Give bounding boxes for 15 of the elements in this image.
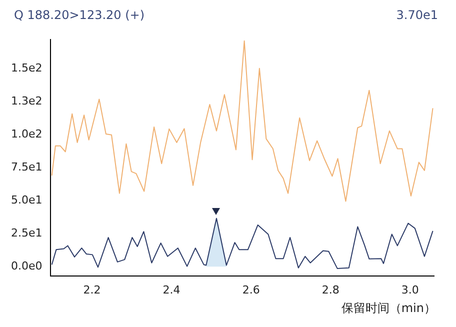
x-tick-label: 2.6 <box>242 283 260 296</box>
y-tick-label: 5.0e1 <box>10 193 42 206</box>
y-tick-label: 2.5e1 <box>10 226 42 240</box>
text: 3.70e1 <box>396 8 438 24</box>
y-tick-label: 1.5e2 <box>10 61 42 74</box>
x-axis-title: 保留时间（min） <box>340 300 437 317</box>
x-tick-label: 3.0 <box>401 283 419 296</box>
x-tick-label: 2.4 <box>162 283 180 296</box>
x-tick-label: 2.8 <box>322 283 340 296</box>
x-tick-label: 2.2 <box>83 283 101 296</box>
y-tick-label: 1.0e2 <box>10 127 42 140</box>
y-tick-label: 1.3e2 <box>10 94 42 108</box>
y-tick-label: 0.0e0 <box>10 259 42 272</box>
y-tick-label: 7.5e1 <box>10 160 42 174</box>
chart-title: Q 188.20>123.20 (+) <box>14 8 145 24</box>
